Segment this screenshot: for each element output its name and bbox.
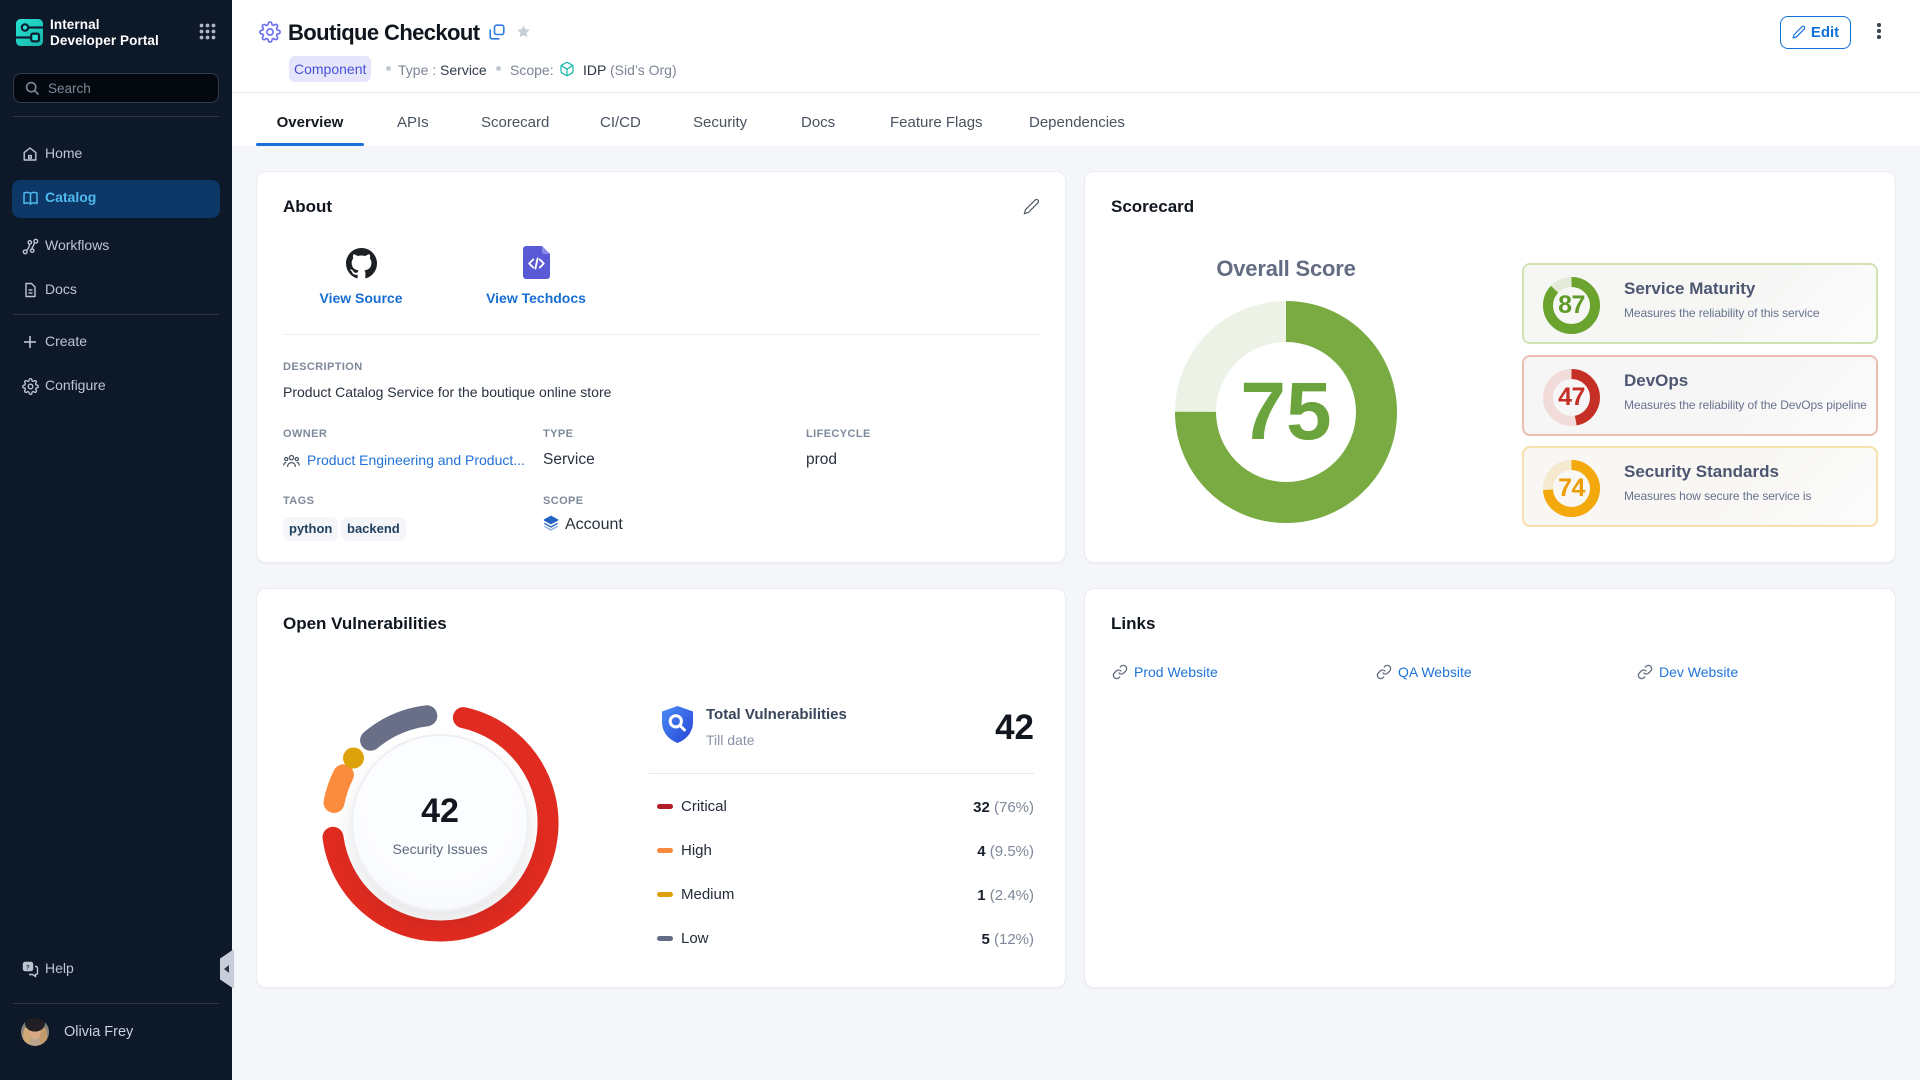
svg-text:?: ? xyxy=(26,965,30,971)
